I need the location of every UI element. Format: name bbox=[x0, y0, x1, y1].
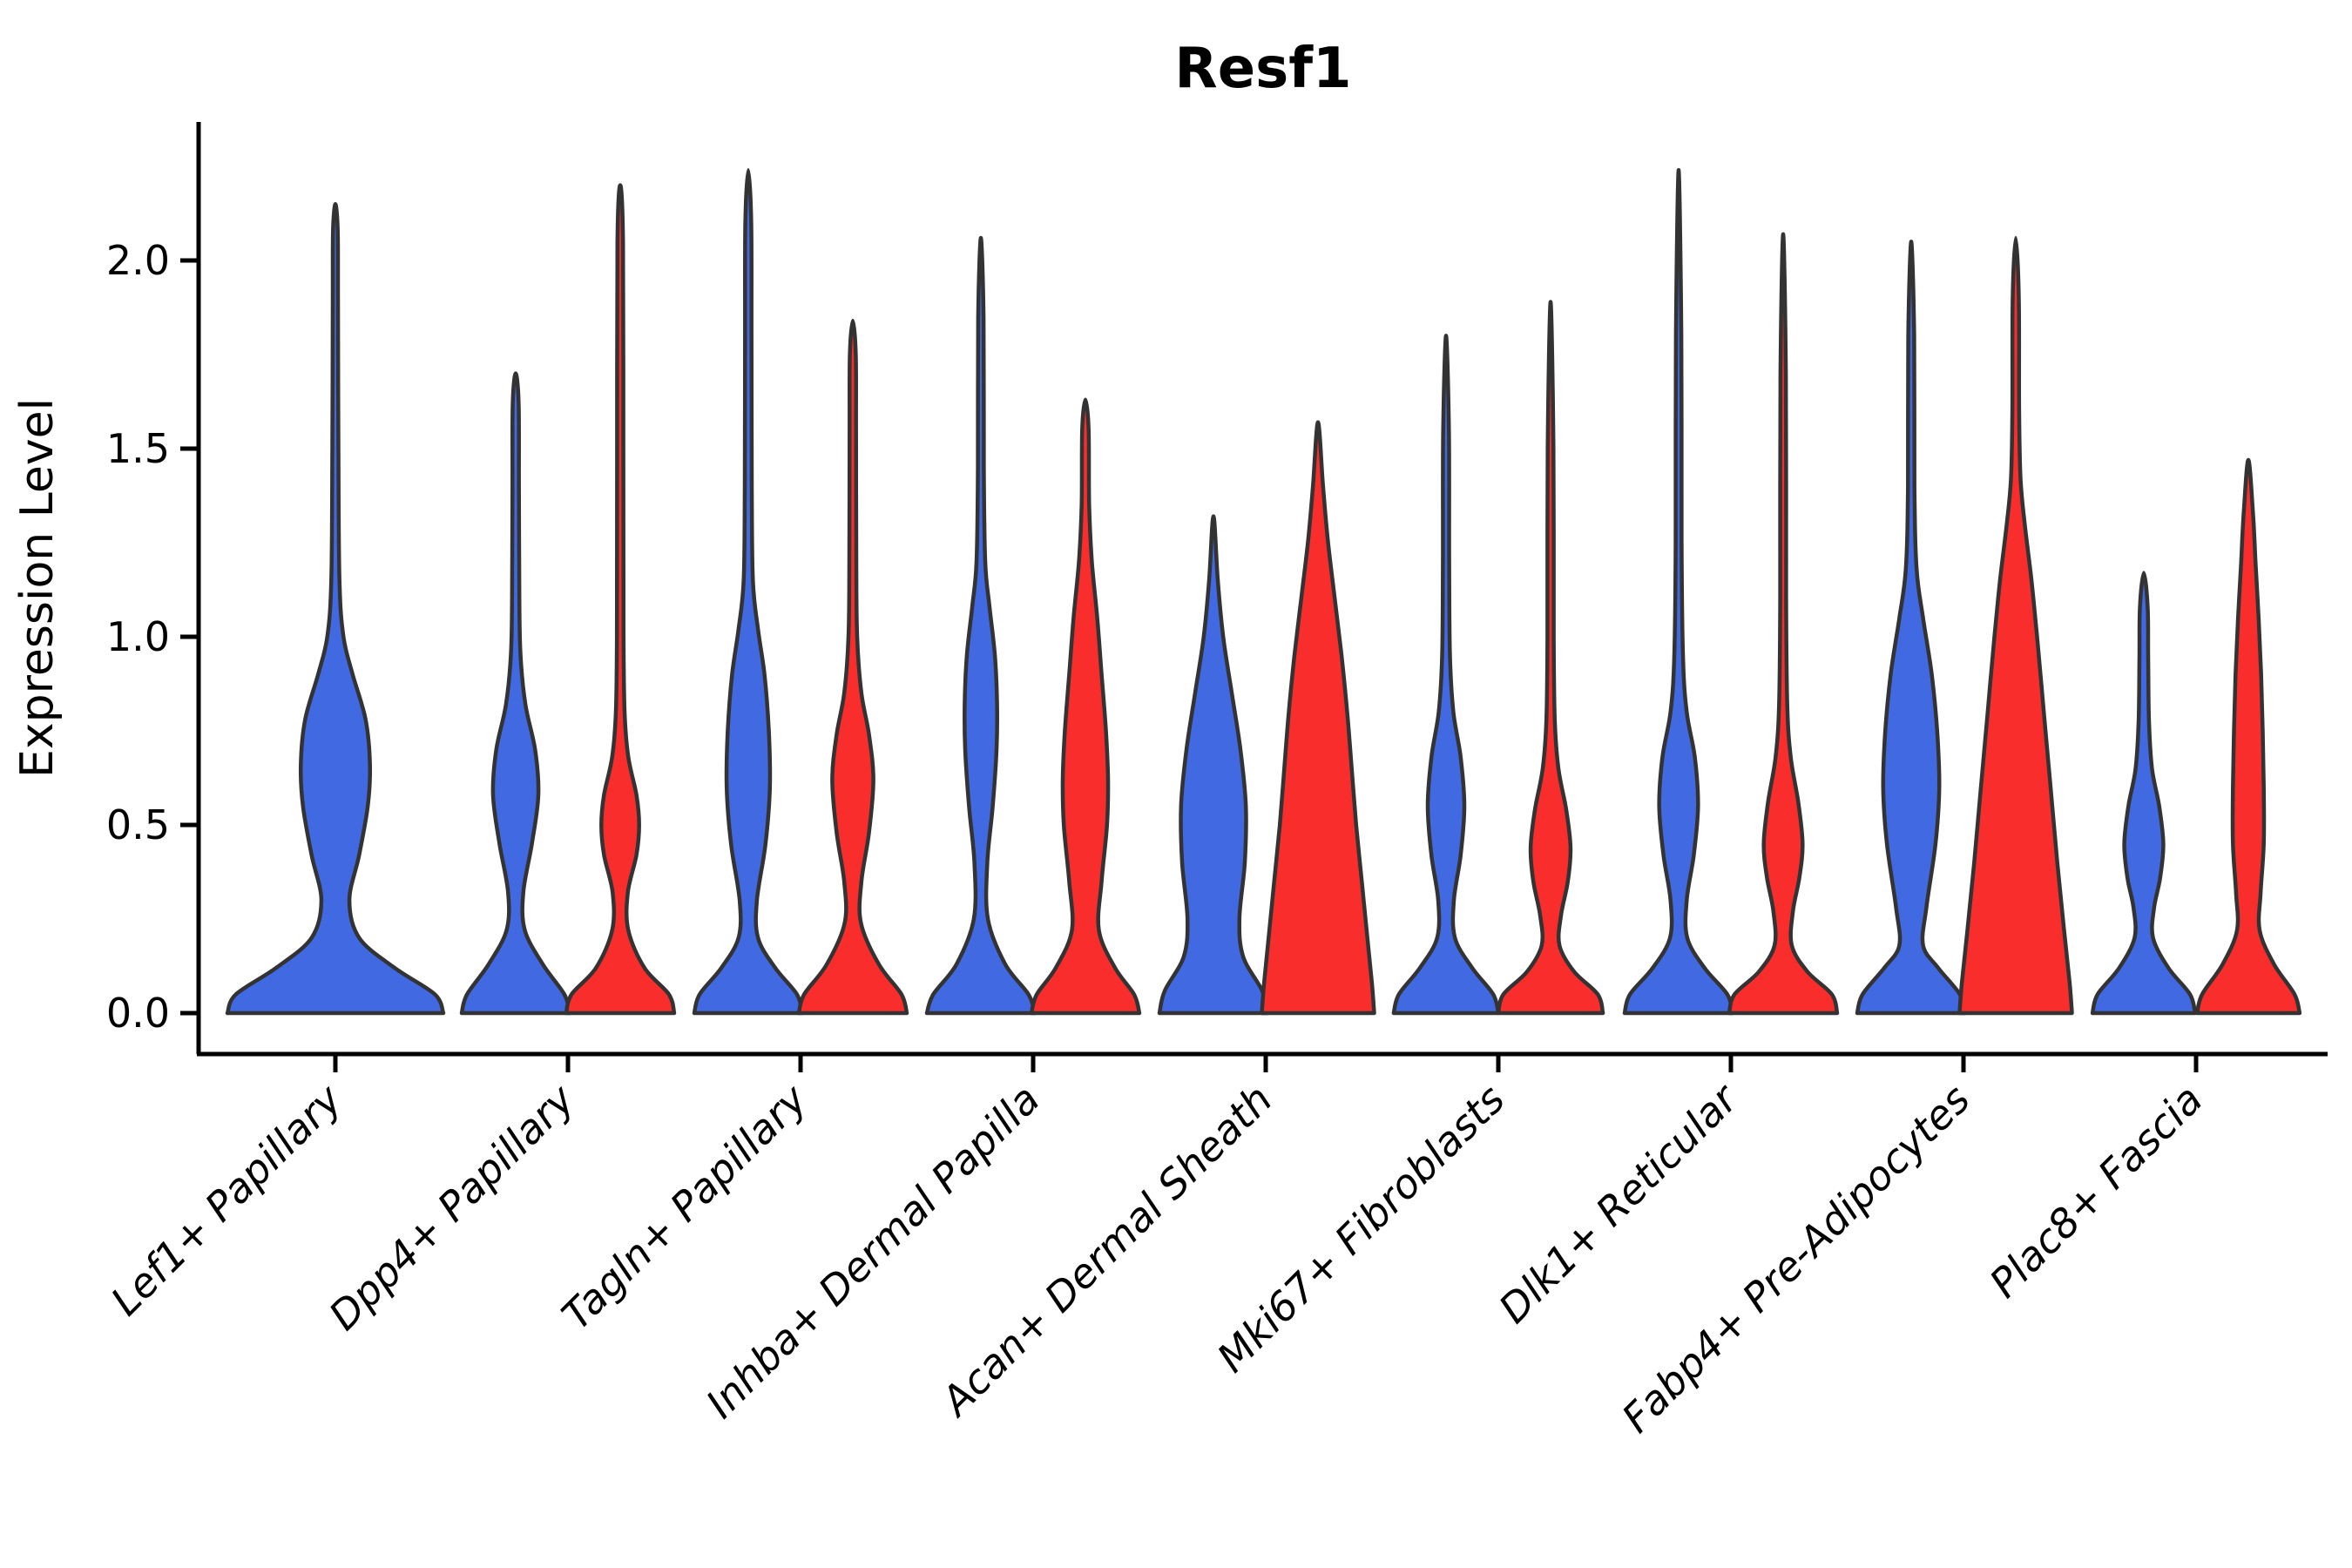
y-tick-label: 0.5 bbox=[106, 801, 170, 848]
y-tick-label: 1.5 bbox=[106, 425, 170, 472]
violin-red bbox=[1260, 420, 1376, 1016]
violin-red bbox=[796, 318, 909, 1016]
violin-red bbox=[1957, 235, 2074, 1016]
violin-red bbox=[1496, 300, 1605, 1016]
violin-blue bbox=[459, 371, 572, 1016]
axes-group bbox=[196, 122, 2328, 1057]
violin-blue bbox=[1855, 240, 1968, 1016]
y-axis-label: Expression Level bbox=[11, 398, 64, 778]
violin-blue bbox=[2090, 571, 2198, 1016]
violin-blue bbox=[1622, 168, 1735, 1016]
x-tick-label: Lef1+ Papillary bbox=[102, 1075, 351, 1324]
y-tick-label: 2.0 bbox=[106, 237, 170, 284]
violin-blue bbox=[924, 235, 1037, 1016]
x-tick-label: Dlk1+ Reticular bbox=[1490, 1073, 1748, 1332]
plot-title: Resf1 bbox=[1174, 37, 1351, 101]
violin-blue bbox=[1157, 514, 1270, 1016]
x-tick-label: Plac8+ Fascia bbox=[1980, 1076, 2211, 1307]
x-tick-label: Dpp4+ Papillary bbox=[320, 1075, 584, 1339]
y-tick-label: 0.0 bbox=[106, 990, 170, 1037]
violin-blue bbox=[692, 168, 805, 1016]
violin-red bbox=[1727, 232, 1840, 1016]
y-tick-label: 1.0 bbox=[106, 613, 170, 660]
y-tick-group: 0.0 0.5 1.0 1.5 2.0 bbox=[106, 237, 199, 1037]
violin-blue bbox=[225, 201, 446, 1016]
violin-red bbox=[564, 183, 677, 1016]
violin-red bbox=[1029, 397, 1142, 1016]
violin-blue bbox=[1391, 334, 1501, 1016]
violins-group bbox=[225, 168, 2302, 1016]
x-tick-label: Tagln+ Papillary bbox=[552, 1075, 816, 1339]
violin-red bbox=[2194, 457, 2302, 1016]
